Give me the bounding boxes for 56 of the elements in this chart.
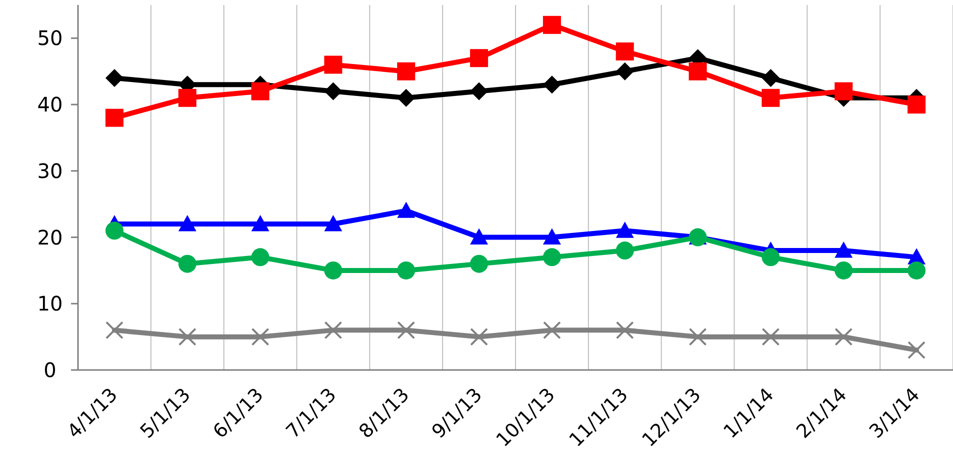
- point: [324, 261, 342, 280]
- point: [470, 49, 488, 68]
- point: [834, 242, 853, 258]
- point: [178, 215, 196, 232]
- y-tick-label: 50: [37, 26, 63, 50]
- point: [834, 261, 853, 280]
- point: [324, 321, 342, 340]
- y-tick-label: 30: [37, 158, 63, 183]
- y-tick-label: 40: [37, 92, 63, 117]
- point: [105, 222, 124, 240]
- point: [688, 62, 707, 80]
- point: [542, 228, 561, 244]
- point: [251, 215, 270, 232]
- point: [105, 69, 124, 87]
- point: [105, 108, 124, 127]
- point: [470, 254, 488, 273]
- point: [688, 328, 707, 346]
- y-tick-label: 0: [44, 358, 56, 382]
- point: [762, 248, 780, 266]
- point: [908, 341, 926, 360]
- point: [324, 215, 342, 232]
- point: [908, 96, 926, 114]
- point: [834, 328, 853, 346]
- point: [616, 222, 634, 238]
- point: [616, 321, 634, 340]
- point: [470, 82, 488, 100]
- point: [616, 62, 634, 80]
- point: [542, 16, 561, 34]
- point: [251, 328, 270, 346]
- point: [542, 321, 561, 340]
- point: [324, 56, 342, 74]
- point: [397, 261, 416, 280]
- point: [178, 88, 196, 107]
- point: [397, 88, 416, 107]
- point: [542, 248, 561, 266]
- point: [542, 76, 561, 94]
- point: [908, 261, 926, 280]
- point: [251, 82, 270, 100]
- point: [834, 82, 853, 100]
- point: [251, 248, 270, 266]
- point: [105, 321, 124, 340]
- point: [470, 328, 488, 346]
- point: [470, 228, 488, 244]
- point: [397, 321, 416, 340]
- point: [397, 202, 416, 218]
- point: [616, 42, 634, 60]
- point: [397, 62, 416, 80]
- point: [616, 242, 634, 260]
- point: [762, 88, 780, 107]
- point: [178, 254, 196, 273]
- y-tick-label: 10: [37, 292, 63, 316]
- point: [178, 328, 196, 346]
- point: [762, 328, 780, 346]
- point: [762, 69, 780, 87]
- point: [324, 82, 342, 100]
- y-tick-label: 20: [37, 225, 63, 250]
